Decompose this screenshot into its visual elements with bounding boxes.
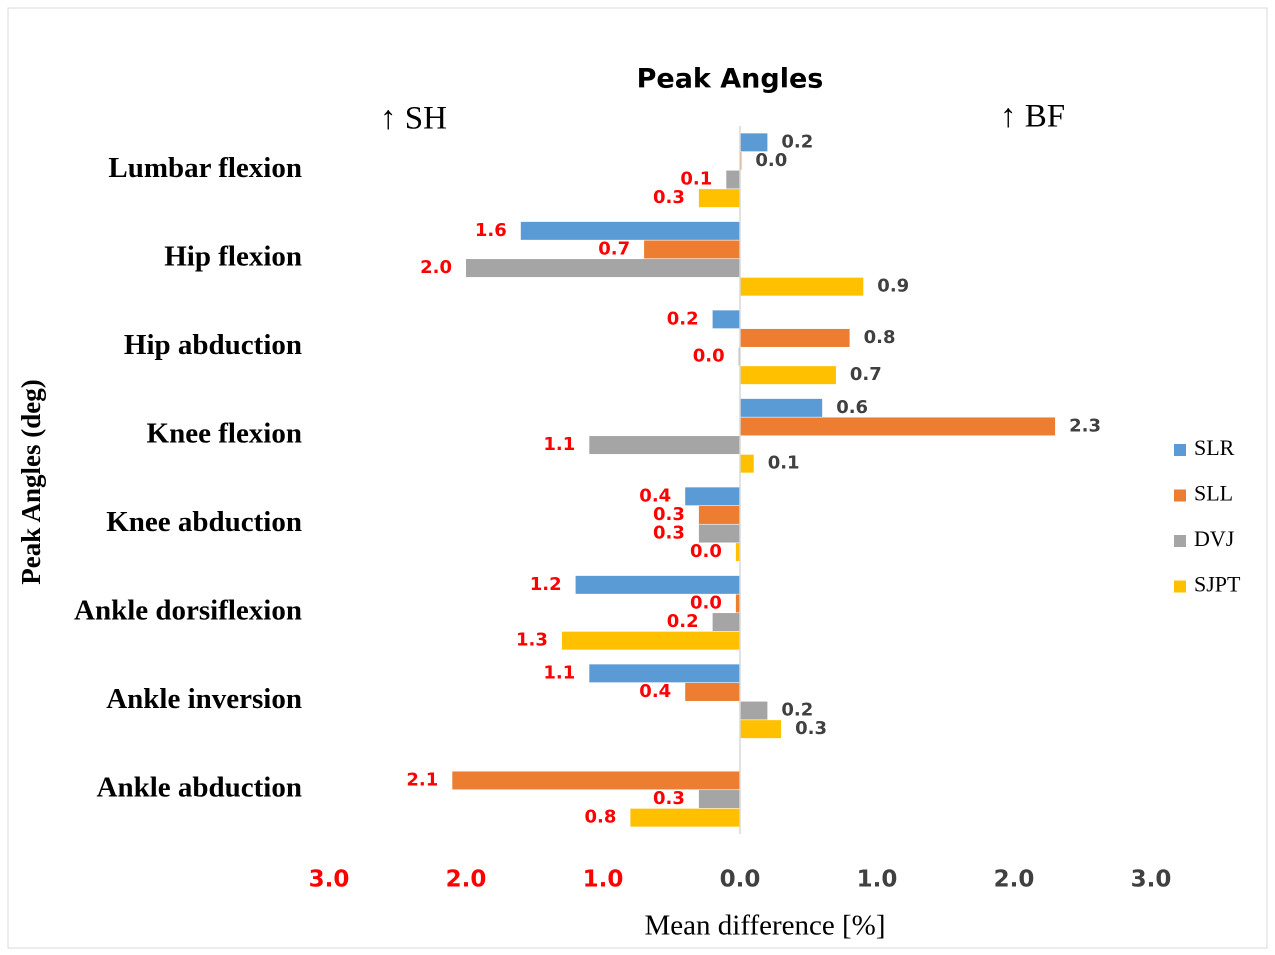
data-label: 0.3 <box>653 504 685 525</box>
data-label: 0.8 <box>585 807 617 828</box>
data-label: 0.0 <box>690 541 722 562</box>
bar <box>740 701 768 720</box>
data-label: 0.7 <box>850 364 882 385</box>
bar <box>740 454 754 473</box>
bar <box>740 366 836 385</box>
legend-label: SLL <box>1194 481 1233 506</box>
x-tick-label: 1.0 <box>857 867 898 893</box>
data-label: 0.2 <box>667 611 699 632</box>
bar <box>735 594 740 613</box>
legend-label: SJPT <box>1194 572 1241 597</box>
bar <box>726 170 740 189</box>
legend-label: DVJ <box>1194 526 1235 551</box>
y-tick-label: Ankle dorsiflexion <box>74 594 302 626</box>
annotation: ↑ BF <box>1000 99 1065 135</box>
bar <box>740 417 1056 436</box>
bar <box>698 505 740 524</box>
data-label: 0.0 <box>755 150 787 171</box>
bar <box>698 189 740 208</box>
x-tick-label: 1.0 <box>583 867 624 893</box>
x-tick-label: 3.0 <box>1131 867 1172 893</box>
annotation: ↑ SH <box>380 101 447 137</box>
data-label: 2.3 <box>1069 415 1101 436</box>
x-axis-title: Mean difference [%] <box>645 910 886 942</box>
data-label: 0.3 <box>653 187 685 208</box>
y-tick-label: Knee abduction <box>106 506 302 538</box>
legend-swatch <box>1174 489 1186 502</box>
data-label: 0.2 <box>667 308 699 329</box>
data-label: 1.2 <box>530 574 562 595</box>
bar <box>685 682 740 701</box>
data-label: 1.1 <box>543 662 575 683</box>
bar <box>520 221 740 240</box>
data-label: 0.4 <box>639 485 671 506</box>
bar <box>685 487 740 506</box>
bar <box>698 524 740 543</box>
bar <box>575 575 740 594</box>
data-label: 0.4 <box>639 681 671 702</box>
y-tick-label: Knee flexion <box>147 417 302 449</box>
y-axis-title: Peak Angles (deg) <box>16 379 46 585</box>
data-label: 0.1 <box>768 453 800 474</box>
data-label: 0.2 <box>781 131 813 152</box>
bar <box>452 771 740 790</box>
x-tick-label: 0.0 <box>720 867 761 893</box>
legend-swatch <box>1174 580 1186 593</box>
bar <box>466 259 740 278</box>
x-tick-label: 2.0 <box>446 867 487 893</box>
data-label: 0.1 <box>680 169 712 190</box>
x-tick-label: 2.0 <box>994 867 1035 893</box>
bar <box>644 240 740 259</box>
data-label: 0.8 <box>864 327 896 348</box>
bar <box>712 613 740 632</box>
bar <box>740 398 823 417</box>
bar <box>630 808 740 827</box>
data-label: 0.6 <box>836 397 868 418</box>
data-label: 0.0 <box>690 592 722 613</box>
data-label: 0.7 <box>598 238 630 259</box>
y-tick-label: Ankle abduction <box>97 771 302 803</box>
legend-swatch <box>1174 444 1186 456</box>
y-tick-label: Hip abduction <box>124 329 302 361</box>
data-label: 0.2 <box>781 700 813 721</box>
bar <box>698 790 740 809</box>
data-label: 1.3 <box>516 630 548 651</box>
data-label: 0.9 <box>877 276 909 297</box>
bar <box>589 436 740 455</box>
y-tick-label: Ankle inversion <box>106 683 302 715</box>
data-label: 0.3 <box>795 718 827 739</box>
data-label: 2.0 <box>420 257 452 278</box>
bar <box>740 328 850 347</box>
x-tick-label: 3.0 <box>309 867 350 893</box>
bar <box>740 277 864 296</box>
data-label: 0.3 <box>653 523 685 544</box>
y-tick-label: Hip flexion <box>164 240 302 272</box>
bar <box>740 133 768 152</box>
y-tick-label: Lumbar flexion <box>108 152 302 184</box>
data-label: 1.1 <box>543 434 575 455</box>
bar <box>735 543 740 562</box>
data-label: 0.0 <box>693 346 725 367</box>
legend-swatch <box>1174 535 1186 547</box>
chart-title: Peak Angles <box>637 64 824 95</box>
data-label: 0.3 <box>653 788 685 809</box>
bar <box>561 631 740 650</box>
legend-label: SLR <box>1194 435 1235 460</box>
bar <box>740 720 782 739</box>
bar <box>712 310 740 329</box>
bar <box>589 664 740 683</box>
data-label: 2.1 <box>406 769 438 790</box>
chart-frame <box>7 7 1268 949</box>
data-label: 1.6 <box>475 220 507 241</box>
